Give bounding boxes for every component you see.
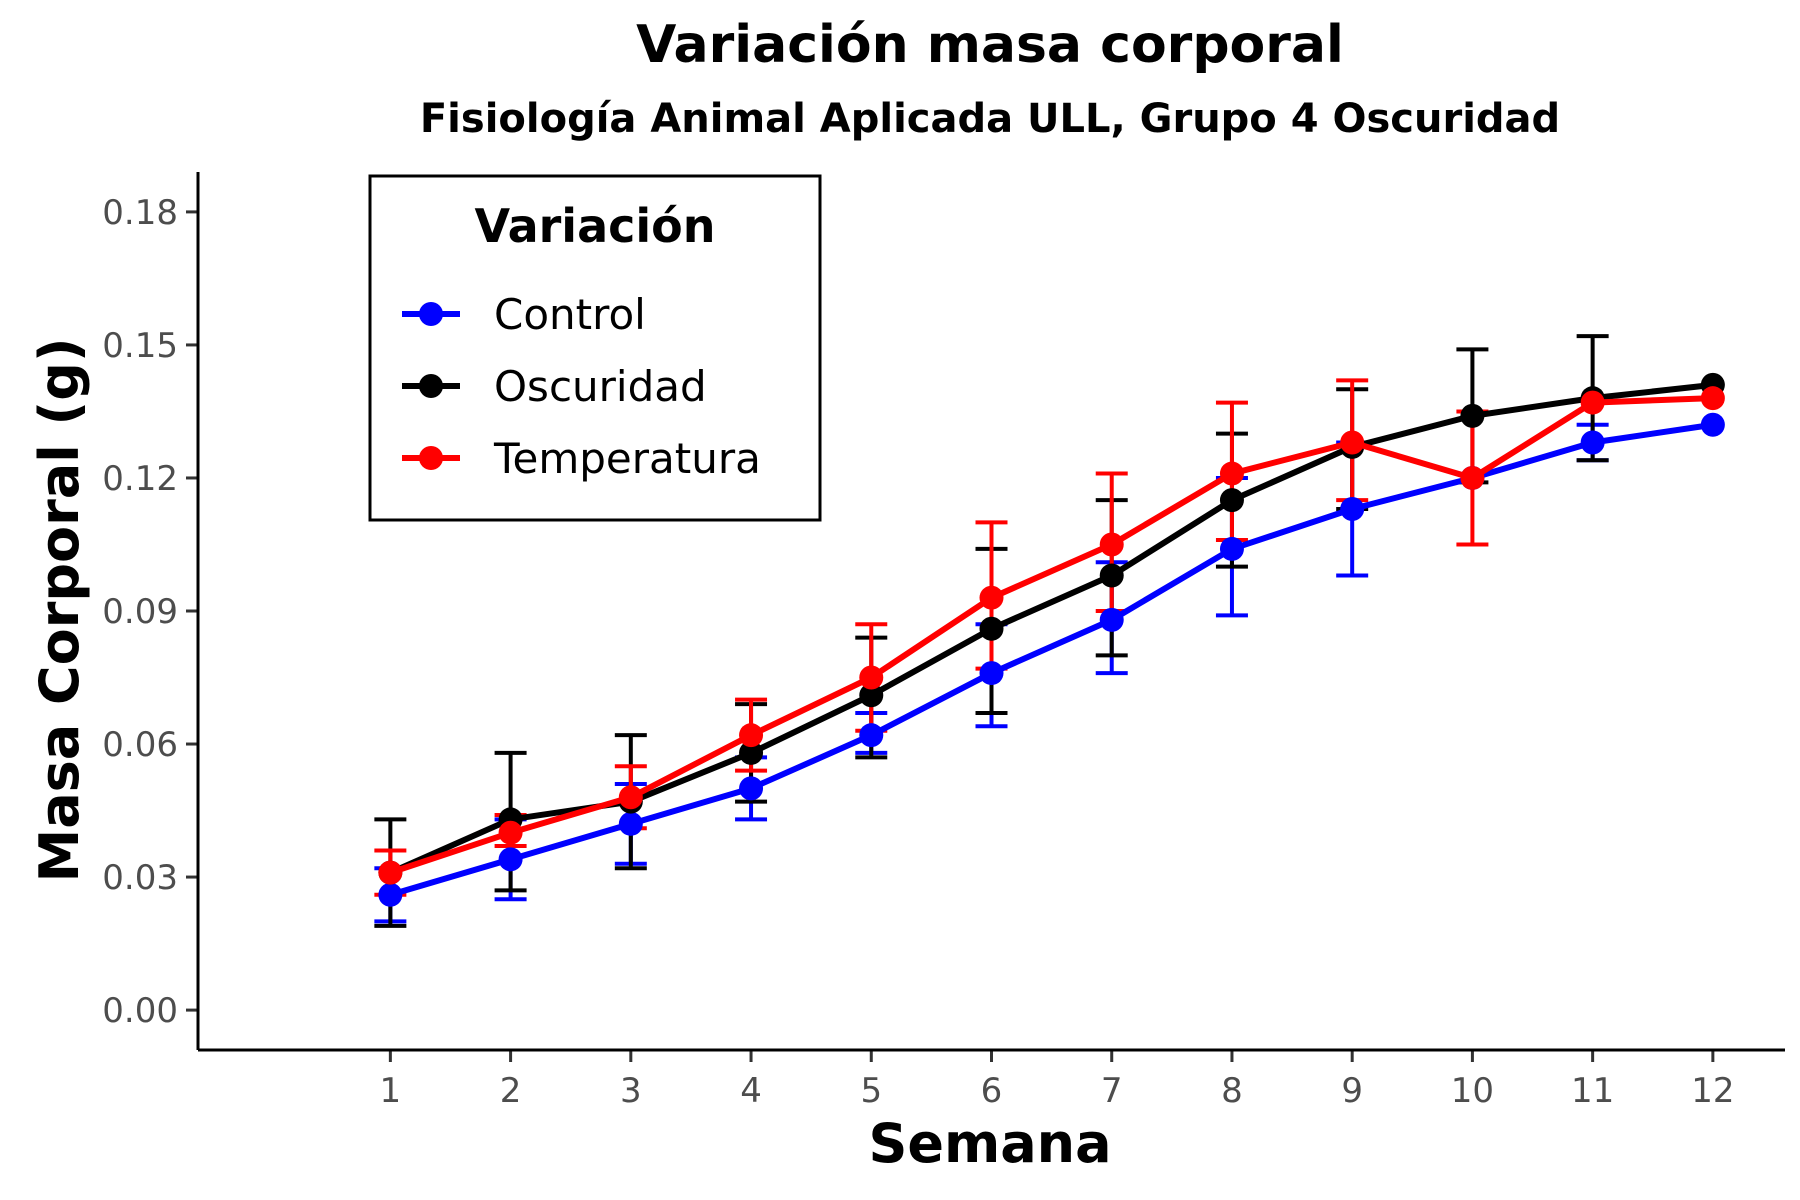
- x-axis-title: Semana: [868, 1112, 1111, 1175]
- x-tick-label: 1: [380, 1071, 402, 1111]
- x-tick-label: 10: [1451, 1071, 1494, 1111]
- data-point-control: [979, 661, 1004, 686]
- x-tick-label: 2: [500, 1071, 522, 1111]
- x-tick-label: 9: [1341, 1071, 1363, 1111]
- data-point-temperatura: [1580, 390, 1605, 415]
- legend-label: Control: [494, 290, 646, 339]
- plot-area: 0.000.030.060.090.120.150.181 2 3 4 5 6 7 8 9 10 1…: [102, 193, 1734, 1111]
- legend-item-oscuridad: Oscuridad: [402, 362, 707, 411]
- data-point-control: [1219, 536, 1244, 561]
- data-point-oscuridad: [1460, 403, 1485, 428]
- data-point-oscuridad: [739, 740, 764, 765]
- data-point-temperatura: [1460, 465, 1485, 490]
- data-point-control: [378, 882, 403, 907]
- legend-label: Temperatura: [493, 434, 761, 483]
- data-point-control: [1580, 430, 1605, 455]
- data-point-temperatura: [739, 723, 764, 748]
- data-point-temperatura: [1219, 461, 1244, 486]
- data-point-temperatura: [378, 860, 403, 885]
- y-tick-label: 0.06: [102, 725, 178, 765]
- legend-swatch-point: [419, 446, 443, 470]
- data-point-oscuridad: [1099, 563, 1124, 588]
- legend-title: Variación: [474, 199, 715, 253]
- data-point-temperatura: [498, 820, 523, 845]
- x-tick-label: 11: [1571, 1071, 1614, 1111]
- data-point-control: [739, 776, 764, 801]
- series-line-control: [389, 421, 1714, 898]
- legend-item-temperatura: Temperatura: [402, 434, 761, 483]
- x-tick-label: 3: [620, 1071, 642, 1111]
- data-point-control: [498, 847, 523, 872]
- data-point-oscuridad: [1219, 488, 1244, 513]
- data-point-temperatura: [1340, 430, 1365, 455]
- data-point-temperatura: [859, 665, 884, 690]
- x-tick-label: 4: [740, 1071, 762, 1111]
- x-tick-label: 6: [981, 1071, 1003, 1111]
- data-point-temperatura: [1099, 532, 1124, 557]
- data-point-control: [859, 723, 884, 748]
- x-tick-label: 8: [1221, 1071, 1243, 1111]
- y-tick-label: 0.09: [102, 592, 178, 632]
- chart-subtitle: Fisiología Animal Aplicada ULL, Grupo 4 …: [420, 96, 1560, 142]
- data-point-control: [618, 811, 643, 836]
- y-axis-title: Masa Corporal (g): [28, 337, 91, 882]
- y-tick-label: 0.03: [102, 858, 178, 898]
- x-tick-label: 7: [1101, 1071, 1123, 1111]
- x-tick-label: 5: [860, 1071, 882, 1111]
- y-tick-label: 0.12: [102, 459, 178, 499]
- data-point-control: [1700, 412, 1725, 437]
- legend-swatch-point: [419, 374, 443, 398]
- legend-item-control: Control: [402, 290, 646, 339]
- legend-box: [368, 174, 822, 522]
- data-point-control: [1340, 497, 1365, 522]
- data-point-temperatura: [618, 785, 643, 810]
- data-point-oscuridad: [979, 616, 1004, 641]
- data-point-temperatura: [1700, 386, 1725, 411]
- legend-swatch-point: [419, 302, 443, 326]
- data-point-control: [1099, 607, 1124, 632]
- data-point-oscuridad: [859, 683, 884, 708]
- legend: Variación Control Oscuridad Temperatura: [368, 174, 822, 522]
- chart-title: Variación masa corporal: [636, 15, 1344, 75]
- series-line-temperatura: [389, 395, 1713, 876]
- data-point-temperatura: [979, 585, 1004, 610]
- y-tick-label: 0.00: [102, 991, 178, 1031]
- x-tick-label: 12: [1691, 1071, 1734, 1111]
- legend-label: Oscuridad: [494, 362, 707, 411]
- y-tick-label: 0.18: [102, 193, 178, 233]
- y-tick-label: 0.15: [102, 326, 178, 366]
